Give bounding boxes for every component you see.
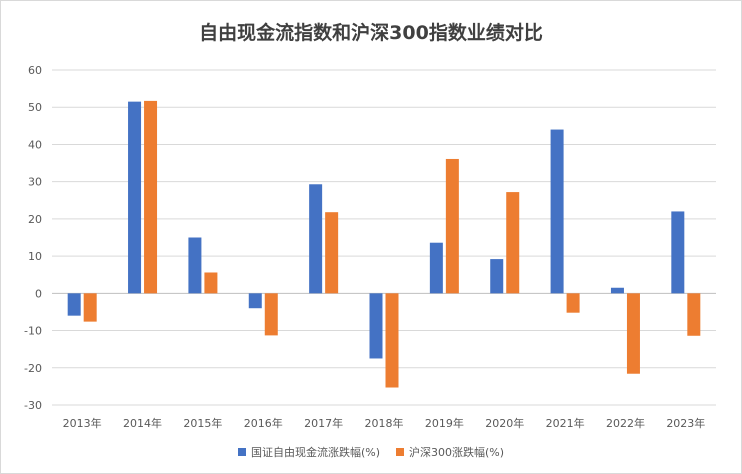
bar-csi300-2016年 xyxy=(264,293,278,336)
y-tick-label: -10 xyxy=(24,325,42,338)
legend: 国证自由现金流涨跌幅(%) 沪深300涨跌幅(%) xyxy=(0,444,742,460)
legend-label-series-1: 国证自由现金流涨跌幅(%) xyxy=(250,446,380,459)
bar-free-cash-flow-2014年 xyxy=(128,101,142,294)
bar-free-cash-flow-2019年 xyxy=(429,242,443,294)
bar-free-cash-flow-2015年 xyxy=(188,237,202,294)
y-tick-label: 10 xyxy=(28,250,42,263)
legend-item-series-2: 沪深300涨跌幅(%) xyxy=(396,444,504,460)
y-tick-label: 30 xyxy=(28,176,42,189)
bar-free-cash-flow-2016年 xyxy=(248,293,262,309)
bar-free-cash-flow-2020年 xyxy=(490,259,504,294)
legend-swatch-series-2 xyxy=(396,448,404,456)
x-tick-label: 2016年 xyxy=(244,416,283,430)
x-tick-label: 2018年 xyxy=(365,416,404,430)
bar-csi300-2020年 xyxy=(506,192,520,294)
bar-csi300-2015年 xyxy=(204,272,218,294)
bar-csi300-2013年 xyxy=(83,293,97,322)
bar-csi300-2022年 xyxy=(626,293,640,374)
y-tick-label: 40 xyxy=(28,138,42,151)
y-tick-label: 60 xyxy=(28,64,42,77)
chart-title: 自由现金流指数和沪深300指数业绩对比 xyxy=(199,22,543,44)
bar-csi300-2023年 xyxy=(687,293,701,336)
bar-free-cash-flow-2013年 xyxy=(67,293,81,316)
y-tick-label: 50 xyxy=(28,101,42,114)
bar-csi300-2021年 xyxy=(566,293,580,313)
bar-free-cash-flow-2017年 xyxy=(309,184,323,294)
y-tick-label: 20 xyxy=(28,213,42,226)
x-tick-label: 2021年 xyxy=(546,416,585,430)
x-tick-label: 2022年 xyxy=(606,416,645,430)
bar-csi300-2014年 xyxy=(144,100,158,294)
bar-csi300-2017年 xyxy=(325,212,339,294)
bar-csi300-2019年 xyxy=(445,158,459,294)
x-tick-label: 2020年 xyxy=(485,416,524,430)
x-tick-label: 2015年 xyxy=(183,416,222,430)
x-tick-label: 2023年 xyxy=(666,416,705,430)
legend-swatch-series-1 xyxy=(237,448,246,456)
y-tick-label: -30 xyxy=(24,399,42,412)
bar-free-cash-flow-2023年 xyxy=(671,211,685,294)
bar-free-cash-flow-2018年 xyxy=(369,293,383,359)
legend-label-series-2: 沪深300涨跌幅(%) xyxy=(409,446,505,459)
x-tick-label: 2013年 xyxy=(63,416,102,430)
bar-csi300-2018年 xyxy=(385,293,399,388)
bar-free-cash-flow-2021年 xyxy=(550,129,564,294)
bar-free-cash-flow-2022年 xyxy=(610,287,624,294)
y-tick-label: -20 xyxy=(24,362,42,375)
x-tick-label: 2014年 xyxy=(123,416,162,430)
y-tick-label: 0 xyxy=(35,287,42,300)
x-tick-label: 2017年 xyxy=(304,416,343,430)
x-tick-label: 2019年 xyxy=(425,416,464,430)
legend-item-series-1: 国证自由现金流涨跌幅(%) xyxy=(237,444,380,460)
